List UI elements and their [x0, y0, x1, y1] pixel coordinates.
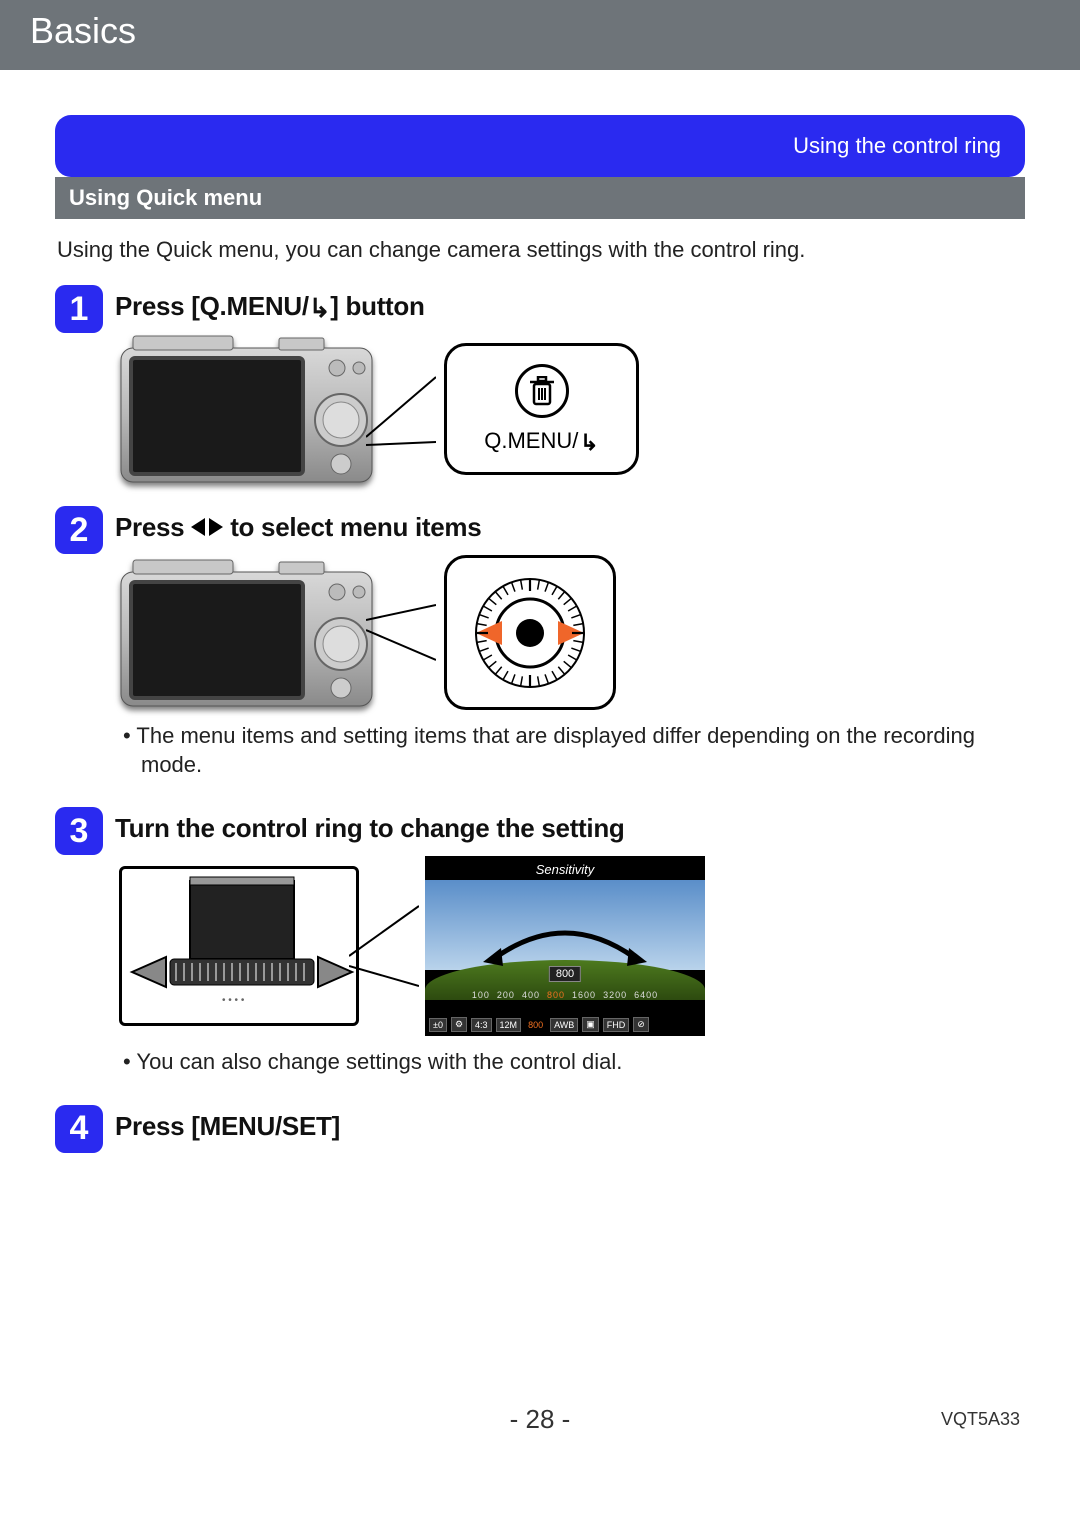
step-badge: 4 — [55, 1105, 103, 1153]
right-arrow-icon — [209, 518, 223, 536]
page-number: - 28 - — [510, 1404, 571, 1435]
qmenu-label: Q.MENU/↲ — [484, 428, 599, 454]
step-2-figure — [119, 555, 1025, 710]
subsection-title: Using Quick menu — [69, 185, 262, 210]
trash-icon — [515, 364, 569, 418]
lcd-title: Sensitivity — [425, 862, 705, 877]
svg-text:• • • •: • • • • — [222, 995, 245, 1006]
intro-text: Using the Quick menu, you can change cam… — [57, 237, 1023, 263]
arc-arrows-icon — [475, 918, 655, 968]
control-ring-illustration: • • • • — [119, 866, 359, 1026]
banner-label: Using the control ring — [793, 133, 1001, 158]
lcd-bottom-bar: ±0⚙4:312M800AWB▣FHD⊘ — [429, 1017, 701, 1032]
qmenu-callout: Q.MENU/↲ — [444, 343, 639, 475]
callout-leader — [366, 367, 436, 452]
step-2-note: • The menu items and setting items that … — [119, 722, 1025, 779]
section-title: Basics — [30, 10, 136, 51]
step-4-title: Press [MENU/SET] — [115, 1111, 1025, 1142]
page-footer: - 28 - VQT5A33 — [0, 1404, 1080, 1465]
lcd-preview: Sensitivity 800 100 200 400 800 1600 320… — [425, 856, 705, 1036]
lcd-value: 800 — [549, 966, 581, 982]
topic-banner: Using the control ring — [55, 115, 1025, 177]
dial-callout — [444, 555, 616, 710]
camera-back-illustration — [119, 334, 374, 484]
camera-svg — [119, 334, 374, 484]
document-id: VQT5A33 — [941, 1409, 1020, 1430]
step-3-title: Turn the control ring to change the sett… — [115, 813, 1025, 844]
step-3-note: • You can also change settings with the … — [119, 1048, 1025, 1077]
control-dial-icon — [470, 573, 590, 693]
left-arrow-icon — [191, 518, 205, 536]
callout-leader — [366, 590, 436, 675]
section-header: Basics — [0, 0, 1080, 70]
step-2-title: Press to select menu items — [115, 512, 1025, 543]
return-icon: ↲ — [309, 293, 331, 324]
page-content: Using the control ring Using Quick menu … — [0, 70, 1080, 1154]
step-1-title: Press [Q.MENU/↲] button — [115, 291, 1025, 322]
step-3: 3 Turn the control ring to change the se… — [55, 807, 1025, 1095]
step-1: 1 Press [Q.MENU/↲] button — [55, 285, 1025, 496]
step-2: 2 Press to select menu items — [55, 506, 1025, 797]
subsection-header: Using Quick menu — [55, 177, 1025, 219]
camera-svg — [119, 558, 374, 708]
step-4: 4 Press [MENU/SET] — [55, 1105, 1025, 1154]
step-badge: 3 — [55, 807, 103, 855]
step-badge: 1 — [55, 285, 103, 333]
return-icon: ↲ — [580, 430, 598, 456]
step-badge: 2 — [55, 506, 103, 554]
camera-back-illustration — [119, 558, 374, 708]
step-3-figure: • • • • Sensitivity 800 — [119, 856, 1025, 1036]
step-1-figure: Q.MENU/↲ — [119, 334, 1025, 484]
callout-leader — [349, 886, 419, 1006]
lcd-scale: 100 200 400 800 1600 3200 6400 — [425, 990, 705, 1000]
